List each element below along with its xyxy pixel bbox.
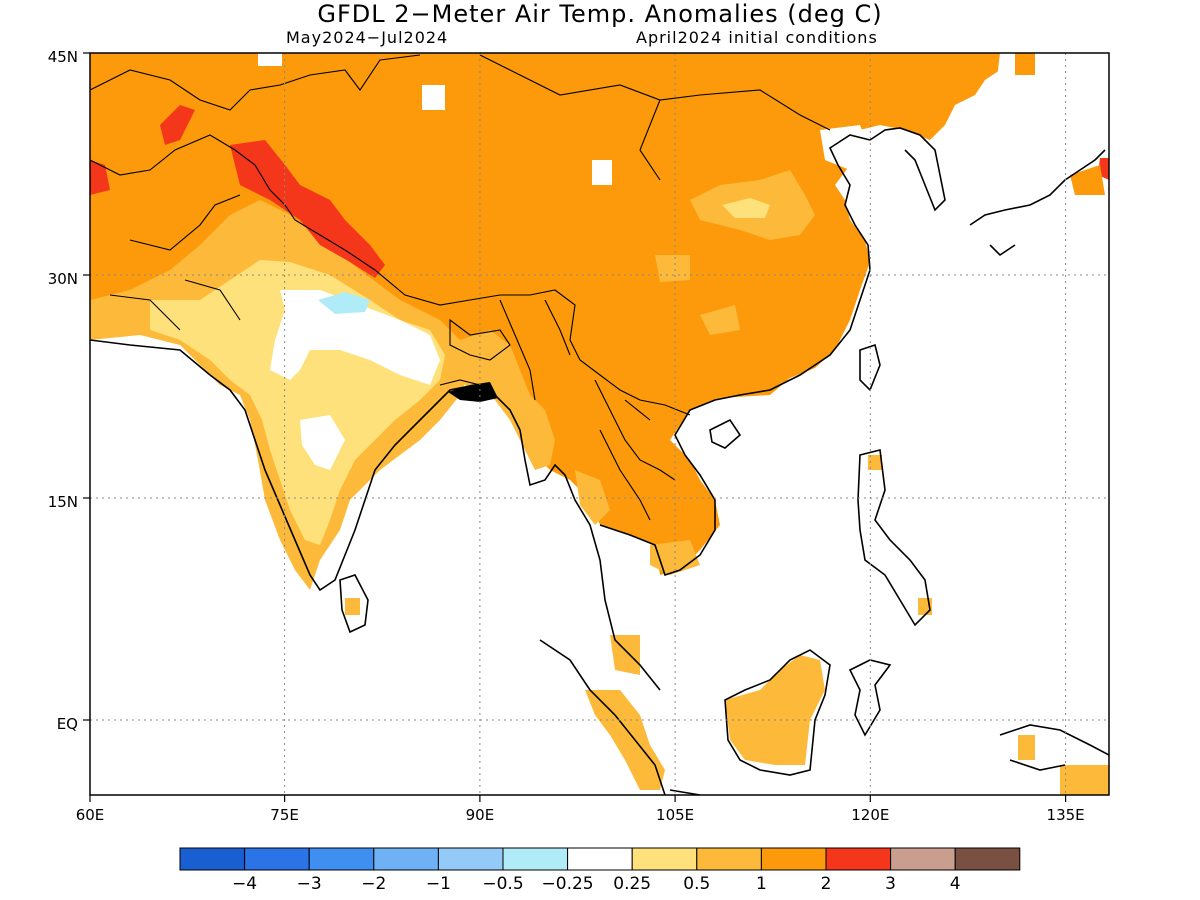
anomaly-region-light-orange [725, 655, 825, 765]
forecast-period: May2024−Jul2024 [286, 28, 449, 47]
colorbar-swatch [890, 847, 956, 871]
anomaly-region-neutral [960, 53, 1109, 220]
coastline-sumatra [539, 639, 666, 795]
colorbar-swatch [244, 847, 310, 871]
colorbar-label: −3 [297, 874, 322, 894]
anomaly-region-red [160, 105, 195, 145]
coastline-sri-lanka [339, 574, 369, 634]
colorbar-label: −2 [361, 874, 386, 894]
colorbar-swatch [373, 847, 439, 871]
colorbar-label: 1 [756, 874, 767, 894]
anomaly-region-light-orange [700, 305, 740, 335]
colorbar-swatch [696, 847, 762, 871]
border-line [90, 134, 691, 416]
anomaly-region-light-orange [868, 455, 882, 470]
colorbar-swatch [437, 847, 504, 871]
colorbar-label: 3 [885, 874, 896, 894]
y-tick-label: 45N [48, 48, 78, 66]
colorbar-swatch [179, 847, 246, 871]
gridlines [90, 53, 1109, 795]
anomaly-region-light-orange [655, 255, 690, 282]
coastline-sulawesi [848, 659, 892, 737]
border-line [90, 54, 421, 111]
coastline-hainan [709, 418, 742, 449]
coastline-indochina [599, 134, 871, 577]
anomaly-region-light-orange [345, 598, 360, 615]
anomaly-region-orange [1070, 165, 1105, 195]
colorbar: −4 −3 −2 −1 −0.5 −0.25 0.25 0.5 1 2 3 4 [179, 847, 1021, 894]
country-borders [90, 54, 831, 521]
anomaly-region-light-orange [585, 690, 665, 790]
y-tick-label: 30N [48, 270, 78, 288]
colorbar-label: 4 [950, 874, 961, 894]
border-line [109, 194, 241, 331]
map-title: GFDL 2−Meter Air Temp. Anomalies (deg C) [317, 0, 883, 28]
coastline-philippines [857, 449, 931, 627]
colorbar-swatch [760, 847, 827, 871]
colorbar-label: 2 [821, 874, 832, 894]
anomaly-region-neutral [258, 53, 282, 66]
colorbar-label: −1 [426, 874, 451, 894]
coastline-taiwan [859, 343, 881, 392]
colorbar-swatch [954, 847, 1021, 871]
colorbar-label: 0.25 [613, 874, 651, 894]
border-line [499, 299, 676, 521]
anomaly-field [90, 53, 1109, 795]
coastline-new-guinea [999, 724, 1109, 771]
x-tick-label: 105E [656, 806, 694, 824]
colorbar-label: −0.25 [542, 874, 594, 894]
x-tick-label: 90E [466, 806, 495, 824]
anomaly-region-light-orange [1018, 735, 1035, 760]
colorbar-label: −4 [232, 874, 257, 894]
axis-ticks [83, 52, 1067, 802]
anomaly-region-neutral [300, 415, 345, 470]
colorbar-swatch [825, 847, 892, 871]
anomaly-region-orange [1015, 53, 1035, 75]
x-tick-label: 75E [270, 806, 299, 824]
anomaly-region-light-orange [1060, 765, 1109, 795]
coastline-java [669, 789, 701, 795]
colorbar-swatch [567, 847, 633, 871]
border-line [449, 318, 511, 361]
anomaly-region-light-blue [318, 292, 370, 314]
anomaly-region-neutral [592, 160, 612, 185]
x-tick-label: 120E [851, 806, 889, 824]
colorbar-swatch [502, 847, 569, 871]
anomaly-region-red [230, 140, 385, 278]
coastline-bengal-delta [448, 382, 498, 402]
coastline-korea [869, 127, 946, 212]
anomaly-region-light-orange [575, 470, 610, 525]
x-tick-label: 135E [1047, 806, 1085, 824]
colorbar-swatch [631, 847, 698, 871]
anomaly-region-light-orange [610, 635, 640, 675]
y-tick-label: EQ [57, 715, 78, 733]
x-tick-label: 60E [76, 806, 105, 824]
coastline-japan [969, 149, 1106, 257]
map-frame [89, 52, 1110, 796]
coastlines [90, 127, 1109, 795]
anomaly-region-neutral [422, 85, 445, 110]
y-tick-label: 15N [48, 493, 78, 511]
anomaly-region-neutral [270, 290, 440, 385]
coastline-borneo [724, 649, 831, 776]
coastline-south-asia [90, 339, 661, 691]
anomaly-region-yellow [722, 198, 770, 218]
colorbar-label: 0.5 [683, 874, 710, 894]
colorbar-swatch [308, 847, 375, 871]
anomaly-region-red [90, 160, 110, 195]
colorbar-label: −0.5 [482, 874, 523, 894]
border-line [479, 54, 831, 181]
initial-conditions: April2024 initial conditions [636, 28, 878, 47]
